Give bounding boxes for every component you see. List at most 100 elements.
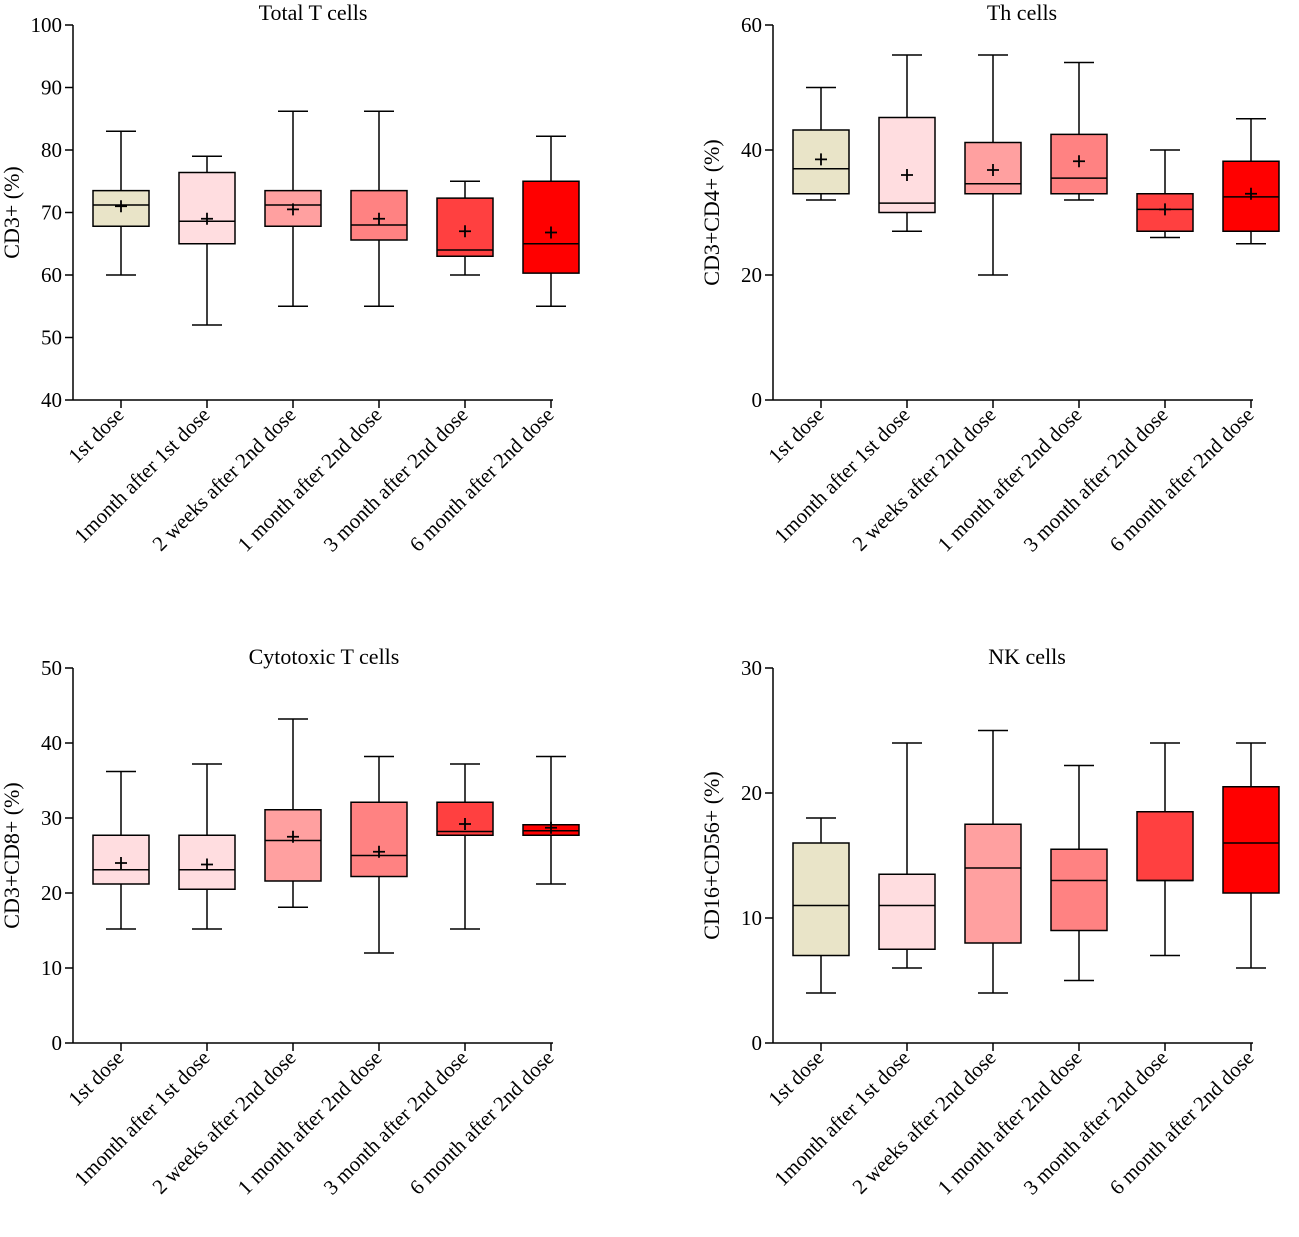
- y-tick-label: 50: [41, 656, 62, 680]
- y-axis-label: CD3+CD4+ (%): [699, 139, 724, 285]
- y-axis-label: CD16+CD56+ (%): [699, 771, 724, 939]
- box-6: [522, 135, 580, 307]
- x-tick-label: 3 month after 2nd dose: [1019, 1046, 1173, 1200]
- mean-marker: [373, 845, 385, 858]
- box-1: [792, 86, 850, 201]
- y-axis-label: CD3+ (%): [0, 166, 24, 258]
- y-tick-label: 20: [741, 263, 762, 287]
- box-3: [264, 110, 322, 307]
- y-tick-label: 100: [31, 13, 63, 37]
- x-tick-label: 3 month after 2nd dose: [319, 1046, 473, 1200]
- y-tick-label: 20: [741, 781, 762, 805]
- y-tick-label: 80: [41, 138, 62, 162]
- box-3: [264, 718, 322, 908]
- iqr-box: [92, 834, 150, 885]
- box-3: [964, 729, 1022, 994]
- mean-marker: [201, 212, 213, 225]
- x-tick-label: 1st dose: [63, 1046, 128, 1111]
- box-1: [792, 817, 850, 994]
- x-tick-label: 3 month after 2nd dose: [1019, 403, 1173, 557]
- box-3: [964, 54, 1022, 276]
- iqr-box: [964, 141, 1022, 195]
- box-2: [878, 54, 936, 232]
- y-tick-label: 0: [752, 1031, 763, 1055]
- iqr-box: [1050, 848, 1108, 932]
- iqr-box: [878, 116, 936, 214]
- iqr-box: [178, 171, 236, 245]
- y-tick-label: 20: [41, 881, 62, 905]
- iqr-box: [878, 873, 936, 950]
- iqr-box: [964, 823, 1022, 944]
- x-tick-label: 6 month after 2nd dose: [405, 1046, 559, 1200]
- iqr-box: [1136, 811, 1194, 882]
- chart-title: Cytotoxic T cells: [249, 644, 400, 669]
- mean-marker: [901, 169, 913, 181]
- y-tick-label: 30: [741, 656, 762, 680]
- mean-marker: [373, 212, 385, 225]
- mean-marker: [459, 225, 471, 238]
- box-6: [522, 755, 580, 885]
- chart-title: Th cells: [987, 0, 1057, 25]
- chart-title: NK cells: [988, 644, 1066, 669]
- y-tick-label: 0: [52, 1031, 63, 1055]
- box-5: [436, 180, 494, 276]
- chart-panel-1: Total T cells 40 50 60 70 80 90 100 CD3+ (%) 1st …: [0, 0, 580, 557]
- x-tick-label: 2 weeks after 2nd dose: [847, 1046, 1000, 1199]
- box-5: [1136, 149, 1194, 239]
- y-tick-label: 10: [41, 956, 62, 980]
- iqr-box: [1222, 786, 1280, 894]
- x-tick-label: 1 month after 2nd dose: [933, 1046, 1087, 1200]
- mean-marker: [115, 857, 127, 869]
- x-tick-label: 1st dose: [63, 403, 128, 468]
- y-tick-label: 0: [752, 388, 763, 412]
- iqr-box: [792, 842, 850, 957]
- y-tick-label: 90: [41, 76, 62, 100]
- mean-marker: [459, 818, 471, 830]
- x-tick-label: 1 month after 2nd dose: [233, 1046, 387, 1200]
- box-1: [92, 130, 150, 276]
- mean-marker: [115, 200, 127, 213]
- iqr-box: [350, 801, 408, 878]
- y-tick-label: 40: [41, 388, 62, 412]
- y-tick-label: 60: [41, 263, 62, 287]
- x-tick-label: 1 month after 2nd dose: [233, 403, 387, 557]
- x-tick-label: 3 month after 2nd dose: [319, 403, 473, 557]
- y-axis-label: CD3+CD8+ (%): [0, 782, 24, 928]
- box-1: [92, 770, 150, 930]
- x-tick-label: 6 month after 2nd dose: [1105, 1046, 1259, 1200]
- chart-title: Total T cells: [259, 0, 368, 25]
- box-4: [1050, 61, 1108, 201]
- x-tick-label: 2 weeks after 2nd dose: [147, 403, 300, 556]
- x-tick-label: 2 weeks after 2nd dose: [147, 1046, 300, 1199]
- y-tick-label: 30: [41, 806, 62, 830]
- x-tick-label: 1st dose: [763, 403, 828, 468]
- box-6: [1222, 742, 1280, 969]
- box-2: [178, 763, 236, 930]
- y-tick-label: 60: [741, 13, 762, 37]
- y-tick-label: 50: [41, 326, 62, 350]
- box-5: [1136, 742, 1194, 957]
- mean-marker: [1159, 203, 1171, 216]
- mean-marker: [287, 830, 299, 843]
- box-4: [350, 110, 408, 307]
- x-tick-label: 6 month after 2nd dose: [405, 403, 559, 557]
- mean-marker: [287, 203, 299, 216]
- y-tick-label: 70: [41, 201, 62, 225]
- y-tick-label: 40: [41, 731, 62, 755]
- box-2: [878, 742, 936, 969]
- mean-marker: [545, 226, 557, 239]
- box-4: [1050, 764, 1108, 982]
- mean-marker: [987, 164, 999, 176]
- iqr-box: [264, 809, 322, 882]
- mean-marker: [1245, 187, 1257, 200]
- box-6: [1222, 118, 1280, 245]
- box-5: [436, 763, 494, 930]
- mean-marker: [201, 858, 213, 871]
- x-tick-label: 2 weeks after 2nd dose: [847, 403, 1000, 556]
- x-tick-label: 6 month after 2nd dose: [1105, 403, 1259, 557]
- box-2: [178, 155, 236, 326]
